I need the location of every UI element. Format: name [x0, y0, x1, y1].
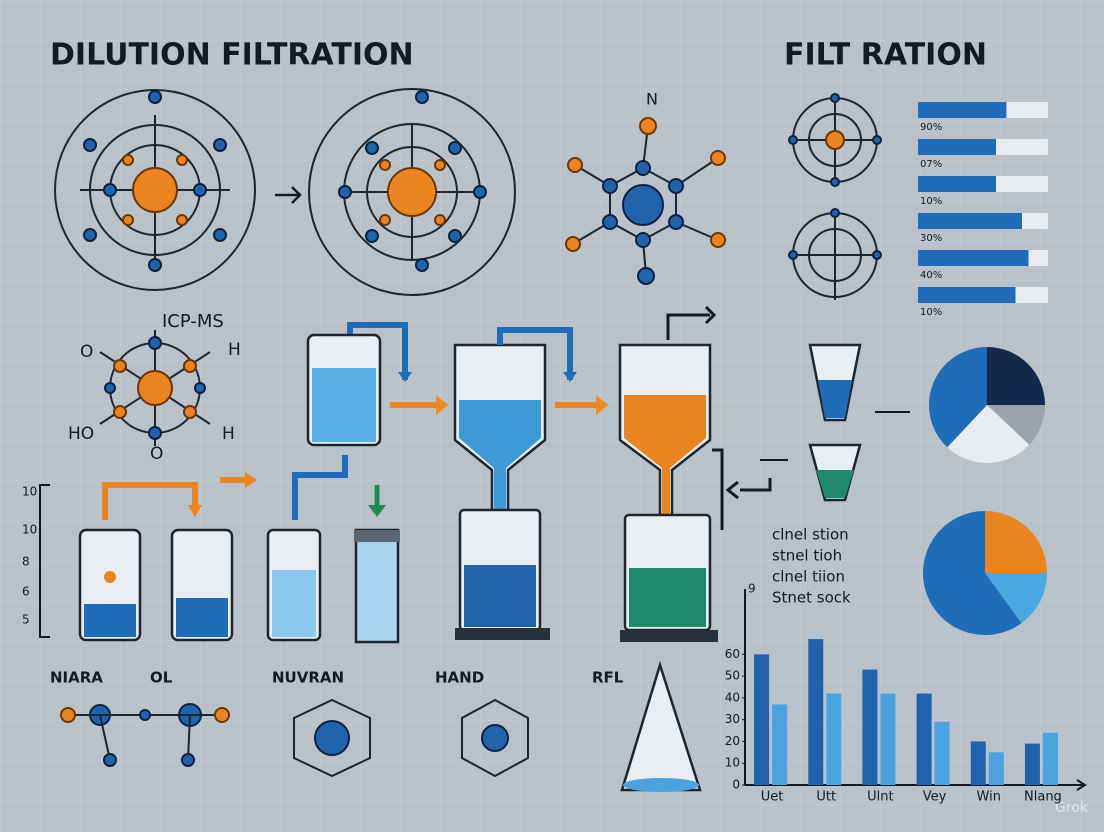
progress-label: 40% — [920, 270, 942, 281]
bottom-label: HAND — [435, 669, 484, 687]
progress-label: 90% — [920, 122, 942, 133]
bottom-label: OL — [150, 669, 173, 687]
y-tick-label: 30 — [725, 712, 740, 726]
scale-label: 8 — [22, 555, 30, 569]
pie-slice — [987, 405, 1045, 445]
pie-slice — [929, 347, 987, 448]
apparatus — [39, 305, 910, 792]
progress-bar — [918, 250, 1029, 266]
progress-bar — [918, 139, 996, 155]
bar — [988, 752, 1004, 785]
arrow — [275, 186, 302, 204]
progress-bar — [918, 287, 1016, 303]
bar — [916, 693, 932, 785]
atom-label: N — [646, 90, 658, 109]
note: stnel tioh — [772, 547, 842, 565]
progress-label: 07% — [920, 159, 942, 170]
progress-label: 10% — [920, 196, 942, 207]
y-tick-label: 60 — [725, 647, 740, 661]
atom-text: O — [80, 342, 93, 362]
progress-label: 10% — [920, 307, 942, 318]
watermark: Grok — [1055, 800, 1089, 816]
atom-text: HO — [68, 424, 94, 444]
bottom-label: NUVRAN — [272, 669, 344, 687]
atom-text: H — [222, 424, 235, 444]
bar — [772, 704, 788, 785]
subtitle: FILT RATION — [784, 38, 987, 73]
bar — [880, 693, 896, 785]
scale-label: 6 — [22, 585, 30, 599]
y-tick-label: 10 — [725, 756, 740, 770]
atom-text: O — [150, 444, 163, 464]
pie-slice — [985, 511, 1047, 573]
x-tick-label: Utt — [816, 790, 836, 805]
notes: clnel stion stnel tioh clnel tiion Stnet so… — [772, 526, 851, 607]
x-tick-label: Nlang — [1024, 790, 1062, 805]
bar — [808, 639, 824, 785]
y-tick-label: 0 — [732, 778, 740, 792]
atom-2 — [308, 88, 516, 296]
bottom-labels: NIARA OL NUVRAN HAND RFL — [50, 669, 624, 687]
y-tick-label: 40 — [725, 690, 740, 704]
bar — [1042, 732, 1058, 785]
bottom-label: RFL — [592, 669, 624, 687]
progress-bars: 90% 07% 10% 30% 40% 10% — [918, 102, 1048, 318]
chart-top-label: 9 — [748, 582, 756, 596]
pie-slice — [947, 405, 1030, 463]
progress-bar — [918, 213, 1022, 229]
y-tick-label: 50 — [725, 669, 740, 683]
bar — [754, 654, 770, 785]
bar — [934, 721, 950, 785]
x-tick-label: Win — [977, 790, 1001, 805]
y-tick-label: 20 — [725, 734, 740, 748]
x-tick-label: Vey — [923, 790, 947, 805]
progress-label: 30% — [920, 233, 942, 244]
bar — [826, 693, 842, 785]
title: DILUTION FILTRATION — [50, 38, 414, 73]
scale-label: 10 — [22, 485, 37, 499]
molecule — [565, 117, 726, 285]
scale-label: 10 — [22, 523, 37, 537]
small-atoms — [788, 93, 882, 300]
progress-bar — [918, 176, 996, 192]
bar — [970, 741, 986, 785]
scale-labels: 10 10 8 6 5 — [22, 485, 37, 627]
bottom-label: NIARA — [50, 669, 103, 687]
icp-label: ICP-MS — [162, 311, 224, 332]
atom-1 — [54, 89, 256, 291]
note: Stnet sock — [772, 589, 851, 607]
bar — [862, 669, 878, 785]
icp-molecule — [99, 330, 211, 446]
progress-bar — [918, 102, 1007, 118]
bar — [1024, 743, 1040, 785]
note: clnel tiion — [772, 568, 845, 586]
x-tick-label: Ulnt — [867, 790, 893, 805]
pie-slice — [985, 573, 1047, 624]
note: clnel stion — [772, 526, 849, 544]
x-tick-label: Uet — [761, 790, 784, 805]
atom-text: H — [228, 340, 241, 360]
pie-slice — [987, 347, 1045, 405]
scale-label: 5 — [22, 613, 30, 627]
pie-slice — [922, 511, 1022, 635]
